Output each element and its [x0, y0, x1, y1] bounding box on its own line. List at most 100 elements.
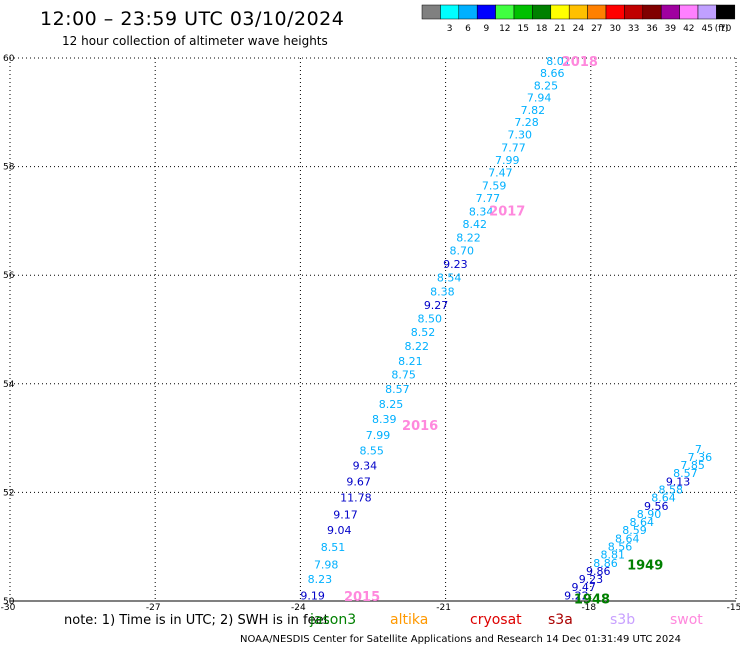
- data-point-label: 9.17: [333, 508, 358, 521]
- data-point-label: 8.25: [379, 398, 404, 411]
- data-point-label: 8.42: [463, 218, 488, 231]
- colorbar-swatch: [513, 4, 533, 20]
- data-point-label: 9.34: [353, 460, 378, 473]
- data-point-label: 8.55: [359, 444, 384, 457]
- data-point-label: 8.70: [449, 245, 474, 258]
- page-subtitle: 12 hour collection of altimeter wave hei…: [62, 34, 328, 48]
- data-point-label: 8.22: [404, 340, 429, 353]
- colorbar-swatch: [660, 4, 680, 20]
- colorbar-label: 24: [573, 24, 585, 34]
- data-point-label: 8.86: [593, 557, 618, 570]
- data-point-label: 8.54: [437, 272, 462, 285]
- data-point-label: 9.56: [644, 500, 669, 513]
- colorbar-label: 12: [499, 24, 510, 34]
- y-tick-label: 58: [3, 163, 15, 173]
- colorbar-label: 36: [646, 24, 658, 34]
- data-point-label: 9.04: [327, 524, 352, 537]
- data-point-label: 8.57: [553, 43, 578, 56]
- colorbar-swatch: [679, 4, 699, 20]
- data-point-label: 8.90: [637, 508, 662, 521]
- data-point-label: 8.52: [411, 326, 436, 339]
- footnote: note: 1) Time is in UTC; 2) SWH is in fe…: [64, 613, 329, 628]
- data-point-label: 7.99: [366, 429, 391, 442]
- data-point-label: 7.99: [495, 154, 520, 167]
- data-point-label: 9.27: [424, 299, 449, 312]
- data-point-label: 9.23: [579, 573, 604, 586]
- colorbar-unit: (ft): [715, 24, 729, 34]
- data-point-label: 8.66: [540, 67, 565, 80]
- data-point-label: 9.86: [586, 565, 611, 578]
- data-point-label: 8.64: [651, 492, 676, 505]
- colorbar-swatch: [642, 4, 662, 20]
- credit-line: NOAA/NESDIS Center for Satellite Applica…: [240, 634, 682, 645]
- colorbar-swatch: [587, 4, 607, 20]
- time-label: 2015: [344, 590, 380, 605]
- colorbar-swatch: [605, 4, 625, 20]
- data-point-label: 8.56: [608, 541, 633, 554]
- data-point-label: 8.23: [308, 573, 333, 586]
- data-point-label: 7.28: [514, 116, 539, 129]
- data-point-label: 9.47: [571, 581, 596, 594]
- x-tick-label: -27: [146, 603, 161, 613]
- colorbar-swatch: [440, 4, 460, 20]
- time-label: 1949: [627, 559, 663, 574]
- y-tick-label: 50: [3, 597, 15, 607]
- y-tick-label: 52: [3, 488, 14, 498]
- data-point-label: 8.01: [546, 55, 571, 68]
- satellite-label-s3a: s3a: [548, 612, 573, 628]
- colorbar-label: 6: [465, 24, 471, 34]
- colorbar-label: 9: [484, 24, 490, 34]
- colorbar-swatch: [495, 4, 515, 20]
- colorbar-label: 21: [554, 24, 565, 34]
- satellite-label-swot: swot: [670, 612, 703, 628]
- colorbar-swatch: [458, 4, 478, 20]
- data-point-label: 8.34: [469, 205, 494, 218]
- data-point-label: 7.94: [527, 91, 552, 104]
- data-point-label: 7.82: [521, 104, 546, 117]
- x-tick-label: -18: [581, 603, 596, 613]
- colorbar-swatch: [568, 4, 588, 20]
- satellite-label-altika: altika: [390, 612, 429, 628]
- data-point-label: 8.81: [600, 549, 625, 562]
- colorbar-swatch: [550, 4, 570, 20]
- data-point-label: 7.36: [688, 451, 713, 464]
- data-point-label: 8.64: [615, 532, 640, 545]
- data-point-label: 7.85: [680, 459, 705, 472]
- data-point-label: 8.58: [659, 483, 684, 496]
- colorbar-label: 18: [536, 24, 548, 34]
- colorbar-label: 39: [665, 24, 677, 34]
- colorbar-swatch: [697, 4, 717, 20]
- colorbar-label: 15: [517, 24, 528, 34]
- data-point-label: 8.21: [398, 355, 423, 368]
- y-tick-label: 60: [3, 54, 15, 64]
- data-point-label: 9.13: [666, 475, 691, 488]
- x-tick-label: -21: [436, 603, 451, 613]
- x-tick-label: -24: [291, 603, 306, 613]
- data-point-label: 8.39: [372, 413, 397, 426]
- data-point-label: 7.: [695, 443, 706, 456]
- data-point-label: 9.67: [346, 475, 371, 488]
- colorbar-label: 42: [683, 24, 694, 34]
- data-point-label: 7.77: [501, 141, 526, 154]
- colorbar-label: 33: [628, 24, 639, 34]
- data-point-label: 8.25: [534, 79, 559, 92]
- time-label: 1948: [574, 593, 610, 608]
- x-tick-label: -30: [1, 603, 16, 613]
- satellite-label-cryosat: cryosat: [470, 612, 522, 628]
- time-label: 2016: [402, 419, 438, 434]
- data-point-label: 8.50: [418, 312, 443, 325]
- data-point-label: 8.57: [385, 383, 410, 396]
- data-point-label: 8.57: [673, 467, 698, 480]
- data-point-label: 9.23: [443, 258, 468, 271]
- colorbar-label: 3: [447, 24, 453, 34]
- y-tick-label: 54: [3, 380, 15, 390]
- y-tick-label: 56: [3, 271, 15, 281]
- colorbar-label: 45: [701, 24, 712, 34]
- data-point-label: 7.77: [476, 192, 501, 205]
- colorbar-label: 27: [591, 24, 602, 34]
- data-point-label: 9.22: [564, 589, 589, 602]
- colorbar-swatch: [421, 4, 441, 20]
- satellite-label-jason3: jason3: [310, 612, 357, 628]
- data-point-label: 8.59: [622, 524, 647, 537]
